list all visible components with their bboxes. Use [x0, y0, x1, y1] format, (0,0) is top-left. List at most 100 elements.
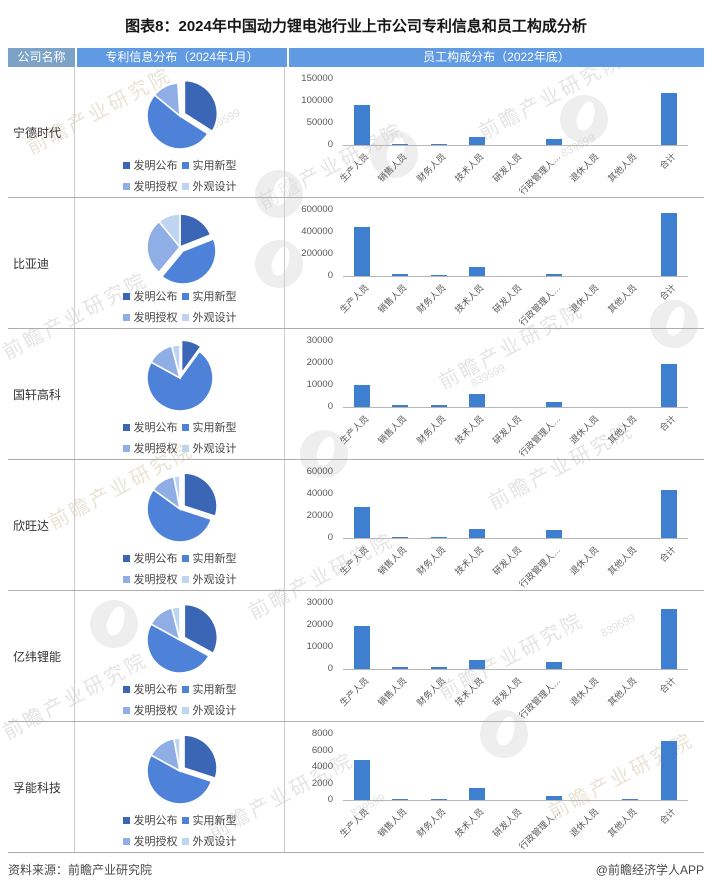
x-axis-slot: 行政管理人… — [517, 147, 573, 196]
x-axis-slot: 财务人员 — [415, 671, 458, 719]
legend-item: 发明公布 — [122, 419, 178, 435]
legend-item: 外观设计 — [181, 571, 237, 587]
legend-item: 实用新型 — [181, 550, 237, 566]
pie-legend: 发明公布 实用新型 发明授权 外观设计 — [75, 419, 284, 456]
bar-slot — [343, 79, 381, 145]
x-axis-label: 生产人员 — [338, 806, 371, 839]
x-axis-slot: 行政管理人… — [517, 802, 573, 851]
y-axis-label: 2000 — [311, 777, 333, 789]
x-axis-slot: 生产人员 — [338, 540, 381, 588]
x-axis-slot: 退休人员 — [568, 278, 611, 326]
legend-label: 外观设计 — [192, 181, 237, 193]
bar — [392, 273, 409, 276]
pie-slice-实用新型 — [145, 623, 210, 674]
legend-label: 实用新型 — [192, 553, 237, 565]
legend-swatch-icon — [181, 161, 189, 169]
table-body: 宁德时代 发明公布 实用新型 发明授权 外观设计 0 50000 100000 150000… — [8, 67, 704, 853]
employee-bar-chart — [343, 472, 688, 539]
bar — [545, 662, 562, 669]
y-axis-label: 30000 — [306, 597, 333, 608]
y-axis-label: 8000 — [311, 728, 333, 739]
bar-slot — [611, 603, 649, 669]
legend-swatch-icon — [181, 423, 189, 431]
legend-label: 发明授权 — [133, 443, 178, 455]
legend-swatch-icon — [122, 161, 130, 169]
bar — [354, 759, 371, 800]
x-axis-slot: 销售人员 — [376, 278, 419, 326]
bar-slot — [458, 603, 496, 669]
legend-label: 外观设计 — [192, 574, 237, 586]
pie-slice-发明公布 — [182, 734, 218, 780]
x-axis-slot: 技术人员 — [453, 278, 496, 326]
patent-pie-chart — [145, 213, 217, 285]
x-axis-slot: 技术人员 — [453, 409, 496, 457]
bar-slot — [420, 79, 458, 145]
legend-label: 外观设计 — [192, 836, 237, 848]
y-axis: 0 10000 20000 30000 — [285, 598, 337, 674]
bar-slot — [496, 734, 534, 800]
x-axis-label: 合计 — [657, 151, 678, 172]
x-axis-slot: 合计 — [650, 540, 688, 588]
x-axis-slot: 退休人员 — [568, 802, 611, 850]
bar-slot — [381, 79, 419, 145]
bar — [392, 405, 409, 407]
x-axis-slot: 行政管理人… — [517, 540, 573, 589]
employee-bar-chart — [343, 79, 688, 146]
bar-slot — [496, 603, 534, 669]
legend-item: 实用新型 — [181, 419, 237, 435]
legend-swatch-icon — [181, 837, 189, 845]
y-axis-label: 150000 — [301, 73, 333, 84]
header-company-name: 公司名称 — [8, 48, 77, 67]
x-axis-label: 生产人员 — [338, 151, 371, 184]
x-axis: 生产人员 销售人员 财务人员 技术人员 研发人员 行政管理人… 退休人员 其他人员 合计 — [338, 278, 688, 327]
y-axis-label: 30000 — [306, 335, 333, 346]
pie-slice-发明公布 — [182, 472, 218, 518]
y-axis: 0 2000 4000 6000 8000 — [285, 729, 337, 805]
pie-slice-实用新型 — [145, 488, 212, 543]
pie-slice-发明公布 — [183, 79, 218, 133]
bar — [430, 274, 447, 276]
x-axis-slot: 合计 — [650, 409, 688, 457]
bar — [430, 798, 447, 800]
table-row: 比亚迪 发明公布 实用新型 发明授权 外观设计 0 200000 400000 600000… — [8, 198, 704, 329]
patent-pie-cell: 发明公布 实用新型 发明授权 外观设计 — [75, 460, 285, 590]
table-row: 孚能科技 发明公布 实用新型 发明授权 外观设计 0 2000 4000 6000 8000 … — [8, 722, 704, 853]
legend-item: 外观设计 — [181, 440, 237, 456]
legend-label: 发明公布 — [133, 422, 178, 434]
bar — [354, 226, 371, 276]
employee-bar-chart — [343, 341, 688, 408]
y-axis: 0 200000 400000 600000 — [285, 205, 337, 281]
y-axis-label: 10000 — [306, 641, 333, 652]
x-axis-slot: 财务人员 — [415, 409, 458, 457]
x-axis-label: 生产人员 — [338, 544, 371, 577]
legend-item: 发明授权 — [122, 309, 178, 325]
x-axis-slot: 其他人员 — [606, 540, 649, 588]
bar — [469, 787, 486, 800]
bar-slot — [381, 341, 419, 407]
bar-slot — [343, 472, 381, 538]
bar-slot — [458, 472, 496, 538]
x-axis-slot: 其他人员 — [606, 671, 649, 719]
header-patent-distribution: 专利信息分布（2024年1月） — [77, 48, 289, 67]
legend-label: 发明公布 — [133, 160, 178, 172]
x-axis-label: 合计 — [657, 544, 678, 565]
patent-pie-cell: 发明公布 实用新型 发明授权 外观设计 — [75, 329, 285, 459]
bar-slot — [381, 603, 419, 669]
pie-slice-外观设计 — [157, 213, 181, 250]
patent-pie-cell: 发明公布 实用新型 发明授权 外观设计 — [75, 722, 285, 852]
bar — [354, 385, 371, 407]
table-row: 欣旺达 发明公布 实用新型 发明授权 外观设计 0 20000 40000 60000 生产… — [8, 460, 704, 591]
pie-slice-外观设计 — [172, 475, 181, 510]
y-axis: 0 10000 20000 30000 — [285, 336, 337, 412]
bar — [622, 798, 639, 800]
legend-item: 发明公布 — [122, 288, 178, 304]
x-axis-slot: 财务人员 — [415, 802, 458, 850]
patent-pie-cell: 发明公布 实用新型 发明授权 外观设计 — [75, 67, 285, 197]
bar-slot — [611, 734, 649, 800]
pie-legend: 发明公布 实用新型 发明授权 外观设计 — [75, 681, 284, 718]
bar-slot — [343, 210, 381, 276]
bar — [469, 529, 486, 538]
x-axis-slot: 其他人员 — [606, 147, 649, 195]
company-name: 孚能科技 — [8, 722, 75, 852]
employee-bar-cell: 0 20000 40000 60000 生产人员 销售人员 财务人员 技术人员 研发人员 行政管… — [285, 460, 704, 590]
